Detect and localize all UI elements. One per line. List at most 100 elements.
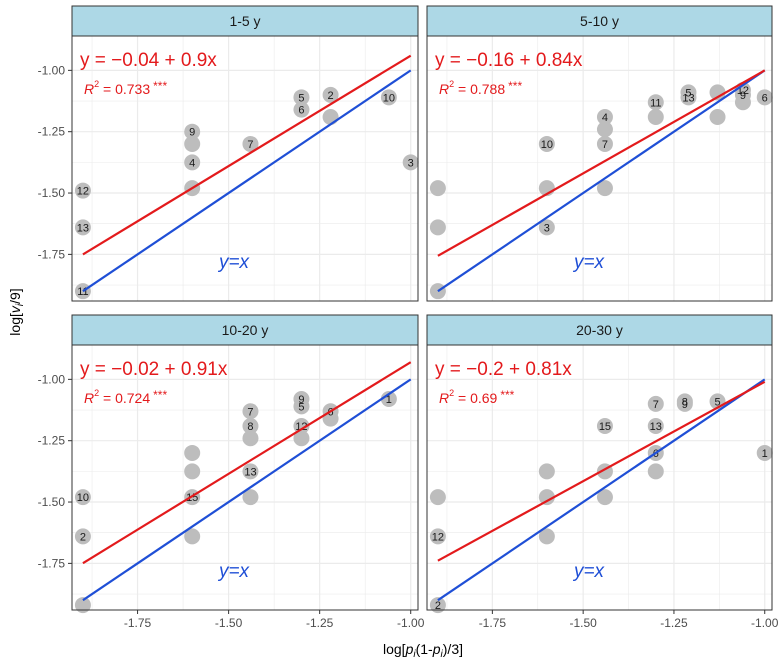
data-point-label: 9 (682, 399, 688, 411)
x-tick-label: -1.75 (124, 616, 152, 630)
data-point-label: 13 (244, 466, 256, 478)
data-point (74, 597, 91, 614)
x-axis-title: log[pi(1-pi)/3] (383, 641, 463, 660)
x-tick-label: -1.75 (479, 616, 507, 630)
data-point (676, 395, 693, 412)
data-point (709, 84, 726, 101)
data-point (74, 182, 91, 199)
data-point-label: 5 (298, 92, 304, 104)
panel-border (71, 35, 419, 302)
data-point (596, 121, 613, 138)
data-point (402, 154, 419, 171)
regression-equation: y = −0.02 + 0.91x (80, 359, 228, 380)
data-point (184, 135, 201, 152)
data-point (293, 398, 310, 415)
panel-3: 10-20 y102157813951261y = −0.02 + 0.91xR… (38, 314, 425, 630)
panel-strip-title: 5-10 y (580, 13, 619, 29)
data-point-label: 6 (298, 105, 304, 117)
panel-background (427, 345, 772, 610)
x-tick-label: -1.50 (569, 616, 597, 630)
data-point-label: 8 (247, 421, 253, 433)
identity-line-label: y=x (217, 252, 251, 273)
regression-line (82, 54, 412, 256)
data-point (184, 123, 201, 140)
r-squared-label: R2 = 0.724 *** (84, 388, 167, 406)
data-point (293, 101, 310, 118)
y-tick-label: -1.50 (38, 186, 66, 200)
data-point-label: 13 (77, 222, 89, 234)
data-point-label: 7 (653, 399, 659, 411)
data-point (538, 489, 555, 506)
r-squared-label: R2 = 0.788 *** (439, 79, 522, 97)
data-point-label: 10 (383, 92, 395, 104)
data-point-label: 4 (602, 112, 608, 124)
data-point-label: 7 (602, 139, 608, 151)
x-tick-label: -1.25 (306, 616, 334, 630)
data-point (647, 395, 664, 412)
panel-background (72, 36, 418, 301)
data-point (756, 444, 773, 461)
data-point-label: 10 (77, 492, 89, 504)
data-point-label: 15 (599, 421, 611, 433)
data-point-label: 13 (650, 421, 662, 433)
y-tick-label: -1.25 (38, 125, 66, 139)
data-point (242, 417, 259, 434)
data-point (596, 108, 613, 125)
panel-border (71, 344, 419, 611)
regression-equation: y = −0.2 + 0.81x (435, 359, 572, 380)
data-point (734, 94, 751, 111)
identity-line-label: y=x (217, 561, 251, 582)
y-tick-label: -1.50 (38, 495, 66, 509)
panel-background (72, 345, 418, 610)
data-point-label: 10 (541, 139, 553, 151)
data-point (293, 417, 310, 434)
data-point (756, 89, 773, 106)
data-point (429, 528, 446, 545)
data-point-label: 11 (650, 97, 661, 109)
identity-line (82, 378, 412, 602)
data-point-label: 1 (762, 448, 768, 460)
data-point (538, 528, 555, 545)
panel-1: 1-5 y 12 13 11 9 4 7 56 2 10 3 y = −0.04 + 0.9x R2 =… (38, 5, 419, 302)
identity-line (82, 69, 412, 293)
data-point (322, 108, 339, 125)
data-point (74, 219, 91, 236)
data-point-label: 5 (298, 401, 304, 413)
data-point-label: 9 (189, 127, 195, 139)
panel-strip (71, 5, 419, 37)
data-point (380, 89, 397, 106)
data-point-label: 5 (685, 87, 691, 99)
data-point (242, 489, 259, 506)
regression-equation: y = −0.16 + 0.84x (435, 50, 583, 71)
data-point-label: 8 (682, 396, 688, 408)
y-tick-label: -1.00 (38, 63, 66, 77)
data-point-label: 7 (247, 406, 253, 418)
panel-strip-title: 1-5 y (229, 13, 260, 29)
data-point-label: 12 (432, 531, 444, 543)
r-squared-label: R2 = 0.69 *** (439, 388, 515, 406)
data-point-label: 4 (189, 157, 195, 169)
data-point (538, 135, 555, 152)
y-tick-label: -1.25 (38, 434, 66, 448)
panel-strip-title: 10-20 y (222, 322, 269, 338)
data-point-label: 12 (77, 186, 89, 198)
data-point (647, 94, 664, 111)
regression-line (437, 380, 766, 562)
data-point (647, 108, 664, 125)
y-tick-label: -1.00 (38, 372, 66, 386)
data-point-label: 2 (328, 90, 334, 102)
data-point (429, 597, 446, 614)
data-point-label: 2 (80, 531, 86, 543)
data-point-label: 2 (435, 600, 441, 612)
x-tick-label: -1.25 (660, 616, 688, 630)
y-tick-label: -1.75 (38, 556, 66, 570)
data-point (242, 135, 259, 152)
data-point (429, 180, 446, 197)
panel-border (426, 344, 773, 611)
data-point (709, 108, 726, 125)
regression-equation: y = −0.04 + 0.9x (80, 50, 217, 71)
data-point (380, 390, 397, 407)
identity-line-label: y=x (572, 252, 606, 273)
